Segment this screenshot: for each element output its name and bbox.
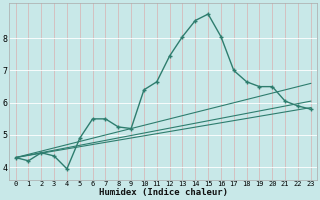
- X-axis label: Humidex (Indice chaleur): Humidex (Indice chaleur): [99, 188, 228, 197]
